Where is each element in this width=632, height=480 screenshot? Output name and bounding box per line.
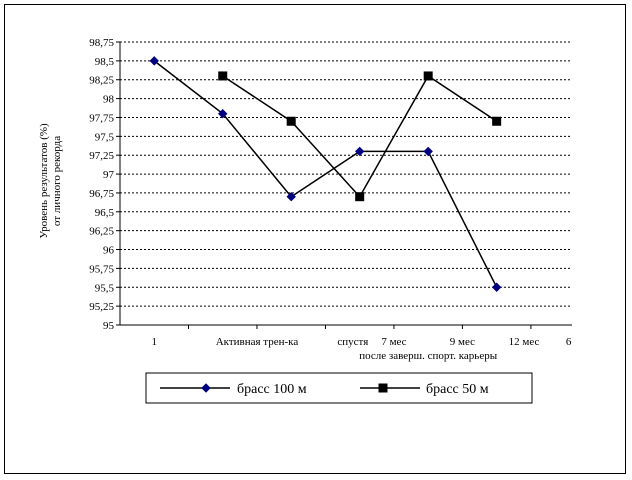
data-point-square: [286, 116, 296, 126]
data-point-diamond: [354, 146, 365, 157]
data-point-diamond: [491, 282, 502, 292]
y-tick-labels: 95 95,25 95,5 95,75 96 96,25 96,5 96,75 97 97,25 9…: [89, 37, 114, 332]
y-tick-label: 98: [103, 94, 115, 106]
x-tick-label: Активная трен-ка: [216, 336, 299, 348]
data-point-square: [218, 71, 228, 81]
x-tick-label: спустя: [337, 336, 368, 348]
y-tick-label: 98,25: [89, 75, 114, 87]
legend: брасс 100 м брасс 50 м: [145, 372, 533, 404]
x-tick-labels: 1 Активная трен-ка спустя 7 мес 9 мес 12 мес 6…: [151, 336, 571, 362]
data-point-square: [355, 192, 365, 202]
data-point-diamond: [286, 191, 296, 202]
x-tick-label: 1: [151, 336, 157, 348]
axes: [116, 41, 572, 329]
y-tick-label: 97,75: [89, 112, 114, 124]
y-tick-label: 97,5: [95, 131, 115, 143]
series: [149, 56, 502, 292]
y-axis-label-line-1: Уровень результатов (%): [38, 123, 50, 239]
data-point-diamond: [149, 56, 159, 66]
line-chart: 95 95,25 95,5 95,75 96 96,25 96,5 96,75 97 97,25 9…: [38, 37, 572, 404]
data-point-diamond: [423, 146, 433, 157]
x-tick-label: 9 мес: [450, 336, 475, 348]
data-point-diamond: [218, 108, 228, 119]
y-tick-label: 96: [103, 245, 115, 257]
y-tick-label: 95,5: [95, 282, 115, 294]
y-tick-label: 95,75: [89, 263, 114, 275]
grid-lines: [120, 41, 572, 307]
legend-label-series-1: брасс 100 м: [237, 382, 307, 397]
legend-label-series-2: брасс 50 м: [426, 382, 489, 397]
legend-marker-diamond: [201, 383, 211, 393]
legend-marker-square: [378, 383, 388, 393]
y-tick-label: 96,25: [89, 226, 114, 238]
y-tick-label: 97: [103, 169, 115, 181]
x-tick-label: после заверш. спорт. карьеры: [359, 350, 497, 362]
y-tick-label: 96,5: [95, 207, 115, 219]
x-tick-label: 6: [566, 336, 572, 348]
y-tick-label: 98,5: [95, 56, 115, 68]
series-line-2: [222, 74, 498, 198]
y-tick-label: 97,25: [89, 150, 114, 162]
x-tick-label: 12 мес: [509, 336, 540, 348]
y-tick-label: 96,75: [89, 188, 114, 200]
x-tick-label: 7 мес: [381, 336, 406, 348]
y-tick-label: 98,75: [89, 37, 114, 49]
y-axis-label-line-2: от личного рекорда: [51, 136, 63, 226]
y-tick-label: 95,25: [89, 301, 114, 313]
data-point-square: [492, 116, 502, 126]
y-tick-label: 95: [103, 320, 115, 332]
chart-frame: 95 95,25 95,5 95,75 96 96,25 96,5 96,75 97 97,25 9…: [4, 4, 626, 474]
series-line-1: [153, 60, 498, 288]
data-point-square: [423, 71, 433, 81]
